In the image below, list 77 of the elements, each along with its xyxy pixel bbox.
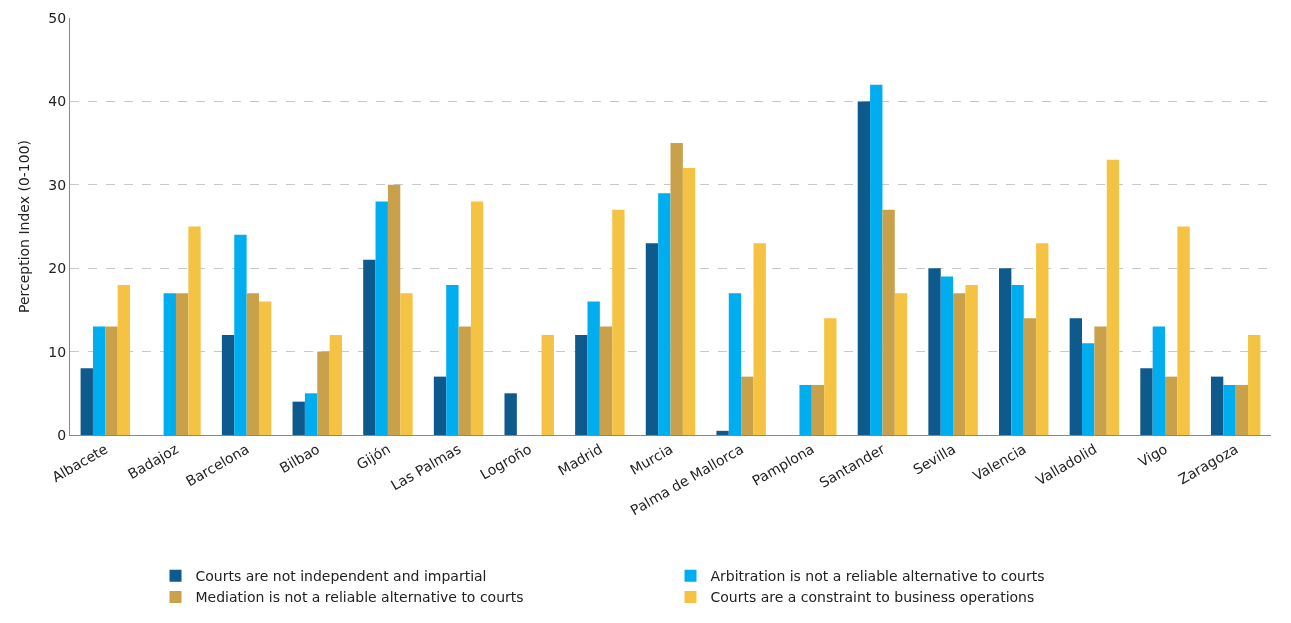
bar: [716, 430, 729, 435]
bar: [1140, 368, 1153, 435]
bar: [1106, 159, 1120, 435]
bar: [504, 393, 517, 435]
bar: [246, 293, 259, 435]
bar: [329, 334, 342, 435]
bar: [92, 326, 106, 435]
bar: [541, 334, 554, 435]
legend-label: Courts are not independent and impartial: [195, 568, 487, 585]
bar: [221, 334, 235, 435]
bar: [940, 276, 954, 435]
bar: [599, 326, 613, 435]
bar: [446, 284, 459, 435]
bar: [470, 201, 484, 435]
y-tick-label: 50: [48, 9, 67, 26]
bar: [317, 351, 330, 435]
legend-label: Arbitration is not a reliable alternative to courts: [710, 568, 1045, 585]
bar: [965, 284, 978, 435]
bar: [105, 326, 118, 435]
bar: [363, 259, 376, 435]
bar: [292, 401, 305, 435]
bar: [741, 376, 754, 435]
bar: [433, 376, 447, 435]
bar: [80, 368, 93, 435]
bar: [387, 184, 401, 435]
bar: [234, 234, 247, 435]
bar: [175, 293, 189, 435]
bar: [882, 209, 895, 435]
bar: [999, 268, 1012, 435]
bar: [1069, 318, 1083, 435]
bar: [163, 293, 176, 435]
bar: [612, 209, 625, 435]
bar: [1094, 326, 1107, 435]
bar: [1248, 334, 1261, 435]
bar: [799, 384, 812, 435]
y-tick-label: 30: [48, 176, 67, 193]
bar: [953, 293, 966, 435]
bar: [400, 293, 413, 435]
bar: [304, 393, 318, 435]
bar: [458, 326, 471, 435]
x-tick-label: Vigo: [1135, 440, 1171, 470]
legend-label: Mediation is not a reliable alternative to courts: [195, 589, 524, 606]
bar: [645, 243, 659, 435]
bar: [928, 268, 941, 435]
bar: [670, 143, 683, 435]
bar: [658, 193, 671, 435]
bar: [1082, 343, 1095, 435]
bar: [375, 201, 388, 435]
bar: [1210, 376, 1224, 435]
bar: [575, 334, 588, 435]
bar: [728, 293, 742, 435]
bar: [117, 284, 131, 435]
bar: [1023, 318, 1037, 435]
y-tick-label: 40: [48, 93, 67, 110]
bar: [1036, 243, 1049, 435]
bar: [870, 84, 883, 435]
bar: [1152, 326, 1166, 435]
bar: [188, 226, 201, 435]
bar: [894, 293, 908, 435]
bar: [1165, 376, 1178, 435]
y-tick-label: 20: [48, 260, 67, 277]
bar: [682, 168, 696, 435]
bar: [1177, 226, 1190, 435]
bar: [857, 101, 871, 435]
bar: [811, 384, 825, 435]
y-axis-title: Perception Index (0-100): [15, 139, 32, 314]
bar: [1235, 384, 1249, 435]
legend-label: Courts are a constraint to business operations: [710, 589, 1035, 606]
bar: [824, 318, 837, 435]
bar: [258, 301, 272, 435]
bar: [1223, 384, 1236, 435]
y-tick-label: 10: [48, 343, 67, 360]
bar: [1011, 284, 1024, 435]
bar: [587, 301, 600, 435]
x-tick-label: Gijón: [353, 440, 393, 473]
y-tick-label: 0: [57, 426, 67, 443]
bar: [753, 243, 766, 435]
